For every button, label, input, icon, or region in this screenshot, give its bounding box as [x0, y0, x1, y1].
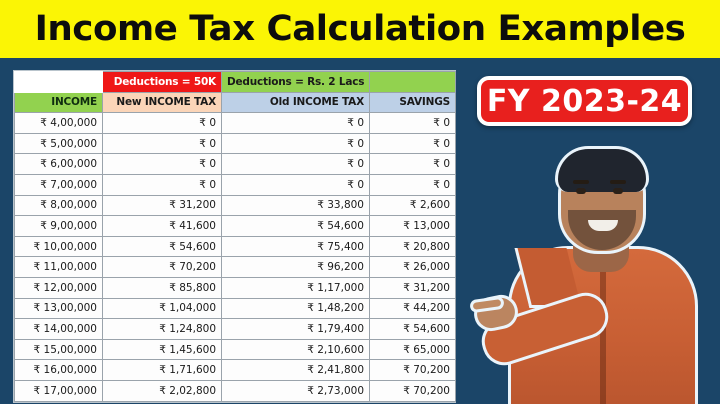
- cell-old-tax: ₹ 96,200: [221, 256, 370, 278]
- cell-income: ₹ 6,00,000: [14, 153, 103, 175]
- cell-new-tax: ₹ 70,200: [102, 256, 222, 278]
- presenter-smile: [588, 220, 618, 231]
- cell-new-tax: ₹ 2,02,800: [102, 379, 222, 402]
- column-header-old-income-tax: Old INCOME TAX: [221, 91, 370, 114]
- cell-old-tax: ₹ 0: [221, 173, 370, 196]
- cell-new-tax: ₹ 31,200: [102, 194, 222, 217]
- table-row: ₹ 12,00,000 ₹ 85,800 ₹ 1,17,000 ₹ 31,200: [14, 276, 456, 299]
- table-column-header-row: INCOME New INCOME TAX Old INCOME TAX SAVING…: [14, 91, 456, 114]
- cell-savings: ₹ 44,200: [369, 297, 456, 320]
- tax-table-body: Deductions = 50K Deductions = Rs. 2 Lacs I…: [14, 71, 456, 402]
- page-title: Income Tax Calculation Examples: [34, 9, 686, 49]
- table-row: ₹ 11,00,000 ₹ 70,200 ₹ 96,200 ₹ 26,000: [14, 256, 456, 278]
- cell-savings: ₹ 31,200: [369, 276, 456, 299]
- cell-old-tax: ₹ 1,17,000: [221, 276, 370, 299]
- table-row: ₹ 17,00,000 ₹ 2,02,800 ₹ 2,73,000 ₹ 70,200: [14, 379, 456, 402]
- cell-old-tax: ₹ 1,48,200: [221, 297, 370, 320]
- cell-savings: ₹ 70,200: [369, 379, 456, 402]
- table-row: ₹ 4,00,000 ₹ 0 ₹ 0 ₹ 0: [14, 112, 456, 134]
- cell-income: ₹ 8,00,000: [14, 194, 103, 217]
- cell-income: ₹ 15,00,000: [14, 338, 103, 361]
- presenter-eye-left: [576, 188, 586, 194]
- cell-old-tax: ₹ 33,800: [221, 194, 370, 217]
- cell-income: ₹ 7,00,000: [14, 173, 103, 196]
- cell-old-tax: ₹ 2,73,000: [221, 379, 370, 402]
- tax-table: Deductions = 50K Deductions = Rs. 2 Lacs I…: [14, 71, 456, 402]
- cell-income: ₹ 5,00,000: [14, 132, 103, 155]
- title-banner: Income Tax Calculation Examples: [0, 0, 720, 58]
- fy-badge-label: FY 2023-24: [486, 83, 683, 119]
- fy-badge: FY 2023-24: [477, 76, 692, 126]
- table-row: ₹ 7,00,000 ₹ 0 ₹ 0 ₹ 0: [14, 173, 456, 196]
- cell-old-tax: ₹ 0: [221, 153, 370, 175]
- cell-income: ₹ 14,00,000: [14, 318, 103, 340]
- cell-old-tax: ₹ 75,400: [221, 235, 370, 258]
- column-header-income: INCOME: [14, 91, 103, 114]
- cell-income: ₹ 12,00,000: [14, 276, 103, 299]
- presenter-eyebrow-left: [573, 180, 589, 184]
- cell-savings: ₹ 0: [369, 132, 456, 155]
- cell-savings: ₹ 65,000: [369, 338, 456, 361]
- cell-income: ₹ 11,00,000: [14, 256, 103, 278]
- cell-old-tax: ₹ 1,79,400: [221, 318, 370, 340]
- cell-income: ₹ 13,00,000: [14, 297, 103, 320]
- presenter-hair: [555, 146, 649, 192]
- group-header-savings-pad: [369, 71, 456, 93]
- cell-old-tax: ₹ 2,41,800: [221, 359, 370, 381]
- table-row: ₹ 13,00,000 ₹ 1,04,000 ₹ 1,48,200 ₹ 44,200: [14, 297, 456, 320]
- cell-savings: ₹ 70,200: [369, 359, 456, 381]
- presenter-eyebrow-right: [610, 180, 626, 184]
- table-row: ₹ 9,00,000 ₹ 41,600 ₹ 54,600 ₹ 13,000: [14, 215, 456, 237]
- tax-comparison-table: Deductions = 50K Deductions = Rs. 2 Lacs I…: [13, 70, 456, 403]
- cell-savings: ₹ 0: [369, 112, 456, 134]
- cell-new-tax: ₹ 0: [102, 112, 222, 134]
- table-row: ₹ 16,00,000 ₹ 1,71,600 ₹ 2,41,800 ₹ 70,200: [14, 359, 456, 381]
- cell-savings: ₹ 2,600: [369, 194, 456, 217]
- presenter-cutout: [470, 128, 720, 404]
- cell-new-tax: ₹ 1,04,000: [102, 297, 222, 320]
- table-row: ₹ 10,00,000 ₹ 54,600 ₹ 75,400 ₹ 20,800: [14, 235, 456, 258]
- cell-savings: ₹ 20,800: [369, 235, 456, 258]
- group-header-blank: [14, 71, 103, 93]
- cell-income: ₹ 17,00,000: [14, 379, 103, 402]
- cell-new-tax: ₹ 1,71,600: [102, 359, 222, 381]
- table-row: ₹ 6,00,000 ₹ 0 ₹ 0 ₹ 0: [14, 153, 456, 175]
- cell-income: ₹ 9,00,000: [14, 215, 103, 237]
- table-row: ₹ 5,00,000 ₹ 0 ₹ 0 ₹ 0: [14, 132, 456, 155]
- group-header-new-deductions: Deductions = 50K: [102, 71, 222, 93]
- column-header-new-income-tax: New INCOME TAX: [102, 91, 222, 114]
- group-header-old-deductions: Deductions = Rs. 2 Lacs: [221, 71, 370, 93]
- table-row: ₹ 14,00,000 ₹ 1,24,800 ₹ 1,79,400 ₹ 54,600: [14, 318, 456, 340]
- cell-savings: ₹ 0: [369, 173, 456, 196]
- cell-new-tax: ₹ 0: [102, 173, 222, 196]
- cell-new-tax: ₹ 85,800: [102, 276, 222, 299]
- cell-savings: ₹ 26,000: [369, 256, 456, 278]
- cell-new-tax: ₹ 0: [102, 153, 222, 175]
- cell-new-tax: ₹ 1,45,600: [102, 338, 222, 361]
- cell-old-tax: ₹ 0: [221, 132, 370, 155]
- table-row: ₹ 15,00,000 ₹ 1,45,600 ₹ 2,10,600 ₹ 65,000: [14, 338, 456, 361]
- cell-old-tax: ₹ 2,10,600: [221, 338, 370, 361]
- cell-income: ₹ 16,00,000: [14, 359, 103, 381]
- presenter-eye-right: [613, 188, 623, 194]
- cell-savings: ₹ 13,000: [369, 215, 456, 237]
- cell-income: ₹ 4,00,000: [14, 112, 103, 134]
- column-header-savings: SAVINGS: [369, 91, 456, 114]
- cell-old-tax: ₹ 54,600: [221, 215, 370, 237]
- cell-new-tax: ₹ 54,600: [102, 235, 222, 258]
- cell-savings: ₹ 0: [369, 153, 456, 175]
- cell-income: ₹ 10,00,000: [14, 235, 103, 258]
- cell-new-tax: ₹ 0: [102, 132, 222, 155]
- cell-old-tax: ₹ 0: [221, 112, 370, 134]
- table-row: ₹ 8,00,000 ₹ 31,200 ₹ 33,800 ₹ 2,600: [14, 194, 456, 217]
- cell-new-tax: ₹ 41,600: [102, 215, 222, 237]
- table-group-header-row: Deductions = 50K Deductions = Rs. 2 Lacs: [14, 71, 456, 93]
- cell-new-tax: ₹ 1,24,800: [102, 318, 222, 340]
- cell-savings: ₹ 54,600: [369, 318, 456, 340]
